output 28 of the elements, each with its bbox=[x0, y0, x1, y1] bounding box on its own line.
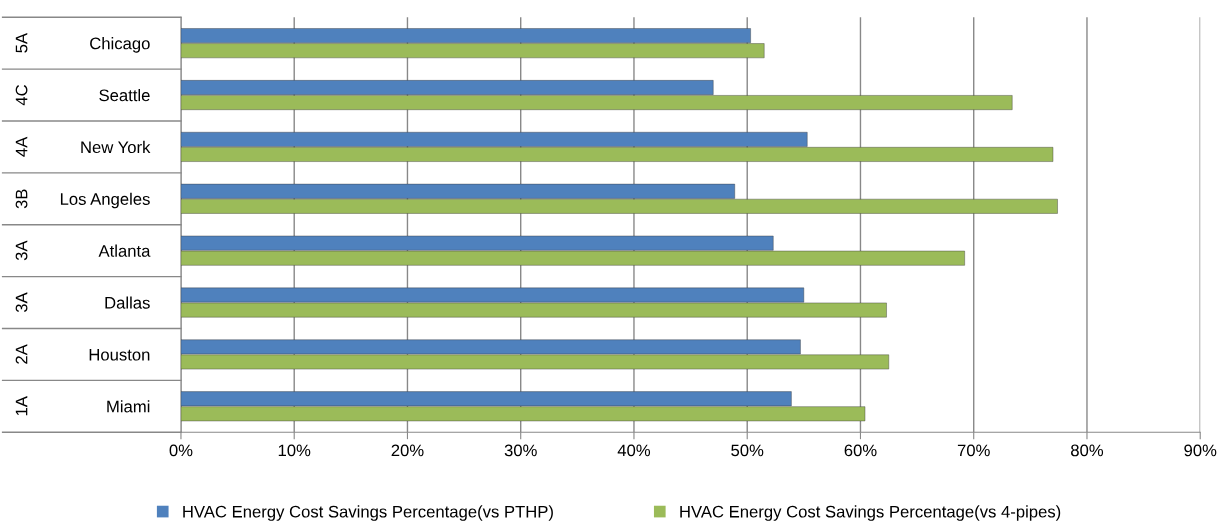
text: 3A bbox=[15, 240, 28, 261]
y-tick-label: Atlanta bbox=[98, 244, 151, 257]
legend-label: HVAC Energy Cost Savings Percentage(vs PTHP) bbox=[183, 505, 553, 521]
text: 3A bbox=[15, 292, 28, 313]
y-tick-label: Houston bbox=[89, 348, 150, 361]
text: 1A bbox=[15, 396, 28, 416]
text: 2A bbox=[15, 344, 28, 364]
y-tick-label: Miami bbox=[107, 400, 150, 413]
y-tick-label: New York bbox=[81, 140, 151, 154]
x-tick-label: 90% bbox=[1184, 444, 1217, 457]
x-tick-label: 20% bbox=[391, 444, 424, 457]
text: 3B bbox=[15, 189, 28, 209]
x-tick-label: 0% bbox=[169, 444, 193, 457]
x-tick-label: 60% bbox=[844, 444, 877, 457]
text: 5A bbox=[15, 33, 28, 53]
y-tick-label: Chicago bbox=[90, 37, 150, 53]
x-tick-label: 40% bbox=[617, 444, 651, 457]
x-tick-label: 30% bbox=[504, 444, 537, 457]
y-tick-label: Dallas bbox=[105, 296, 150, 309]
x-tick-label: 70% bbox=[957, 444, 990, 457]
text: 4C bbox=[15, 85, 28, 106]
x-tick-label: 10% bbox=[278, 444, 311, 457]
x-tick-label: 50% bbox=[731, 444, 764, 457]
x-tick-label: 80% bbox=[1071, 444, 1104, 457]
legend-label: HVAC Energy Cost Savings Percentage(vs 4-pipes) bbox=[680, 505, 1061, 521]
y-tick-label: Seattle bbox=[99, 89, 150, 102]
text: 4A bbox=[15, 136, 28, 157]
y-tick-label: Los Angeles bbox=[60, 192, 150, 209]
